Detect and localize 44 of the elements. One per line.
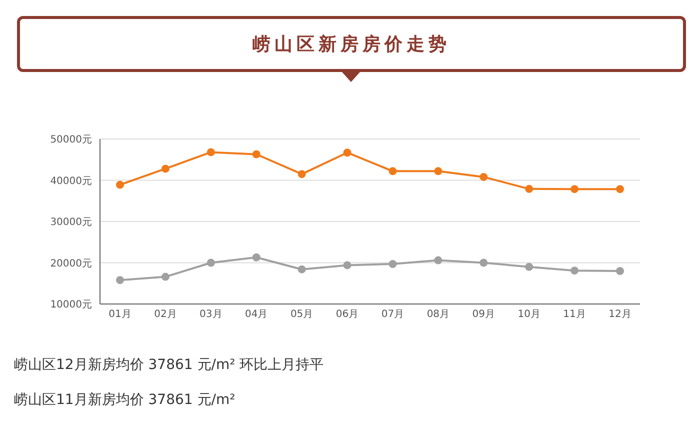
point bbox=[298, 170, 306, 178]
chart-title: 崂山区新房房价走势 bbox=[252, 33, 450, 56]
point bbox=[252, 253, 260, 262]
point bbox=[161, 164, 170, 173]
y-tick-label: 10000元 bbox=[50, 300, 92, 311]
x-tick-label: 02月 bbox=[154, 309, 177, 320]
x-tick-label: 12月 bbox=[608, 309, 632, 320]
y-tick-label: 50000元 bbox=[50, 134, 92, 146]
point bbox=[116, 180, 124, 189]
point bbox=[343, 261, 352, 270]
y-tick-label: 40000元 bbox=[50, 176, 92, 187]
x-tick-label: 08月 bbox=[426, 309, 450, 320]
point bbox=[388, 260, 397, 268]
x-tick-label: 09月 bbox=[472, 309, 496, 320]
x-tick-label: 05月 bbox=[290, 309, 314, 320]
text: 崂山区12月新房均价 37861 元/m² 环比上月持平 bbox=[14, 356, 324, 374]
y-tick-label: 30000元 bbox=[50, 217, 92, 228]
point bbox=[525, 184, 534, 193]
point bbox=[161, 272, 170, 281]
point bbox=[616, 267, 624, 275]
point bbox=[480, 258, 488, 267]
point bbox=[616, 185, 624, 194]
x-tick-label: 07月 bbox=[381, 309, 404, 320]
point bbox=[388, 167, 397, 176]
text: 崂山区11月新房均价 37861 元/m² bbox=[14, 391, 236, 409]
x-tick-label: 10月 bbox=[518, 309, 540, 320]
point bbox=[480, 172, 488, 181]
x-tick-label: 11月 bbox=[563, 309, 586, 320]
point bbox=[206, 258, 215, 267]
point bbox=[434, 256, 442, 264]
point bbox=[570, 266, 579, 275]
y-tick-label: 20000元 bbox=[50, 258, 92, 270]
point bbox=[570, 185, 579, 194]
point bbox=[116, 276, 124, 284]
point bbox=[525, 262, 534, 271]
x-tick-label: 01月 bbox=[108, 309, 132, 320]
x-tick-label: 04月 bbox=[244, 309, 268, 320]
point bbox=[252, 150, 260, 158]
x-tick-label: 06月 bbox=[336, 309, 359, 320]
point bbox=[298, 265, 306, 274]
point bbox=[206, 148, 215, 156]
point bbox=[343, 148, 352, 157]
point bbox=[434, 167, 442, 176]
x-tick-label: 03月 bbox=[200, 309, 222, 320]
